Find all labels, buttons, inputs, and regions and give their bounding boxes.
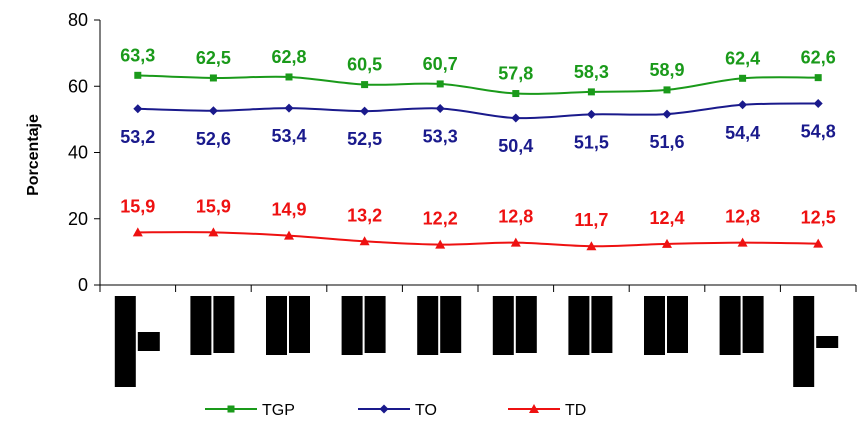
data-point-td	[813, 238, 824, 248]
data-label-td: 12,4	[649, 208, 684, 228]
y-tick-label: 20	[68, 209, 88, 229]
data-label-tgp: 62,6	[801, 48, 836, 68]
data-point-td	[510, 237, 521, 247]
data-point-tgp	[361, 81, 369, 89]
x-tick-label-block	[793, 296, 839, 387]
data-label-td: 14,9	[271, 200, 306, 220]
data-point-to	[586, 109, 596, 119]
data-point-to	[133, 104, 143, 114]
data-labels-layer: 63,3 62,5 62,8 60,5 60,7 57,8 58,3 58,9 62,4 62,6…	[120, 45, 835, 230]
data-label-to: 53,3	[423, 126, 458, 146]
y-tick-label: 80	[68, 10, 88, 30]
data-label-tgp: 63,3	[120, 45, 155, 65]
data-label-td: 12,8	[498, 207, 533, 227]
y-tick-label: 60	[68, 76, 88, 96]
legend-item-td: TD	[508, 402, 586, 419]
y-tick-label: 40	[68, 143, 88, 163]
legend-item-to: TO	[358, 402, 437, 419]
data-point-to	[662, 109, 672, 119]
data-point-td	[737, 237, 748, 247]
x-tick-label-block	[719, 296, 764, 355]
data-label-tgp: 62,5	[196, 48, 231, 68]
data-label-to: 53,2	[120, 127, 155, 147]
data-label-to: 50,4	[498, 136, 533, 156]
data-label-tgp: 62,8	[271, 47, 306, 67]
data-point-td	[435, 239, 446, 249]
data-label-tgp: 62,4	[725, 48, 760, 68]
legend-label: TGP	[262, 402, 295, 419]
legend-label: TO	[415, 402, 437, 419]
data-point-to	[813, 98, 823, 108]
data-point-td	[208, 227, 219, 237]
data-point-to	[738, 100, 748, 110]
data-point-td	[586, 241, 597, 251]
data-point-to	[435, 103, 445, 113]
data-point-tgp	[663, 86, 671, 94]
y-tick-label: 0	[78, 275, 88, 295]
data-point-tgp	[814, 74, 822, 82]
x-tick-label-block	[568, 296, 613, 355]
data-point-tgp	[134, 71, 142, 79]
data-label-to: 51,5	[574, 132, 609, 152]
legend: TGP TO TD	[205, 402, 586, 419]
x-tick-label-block	[114, 296, 160, 387]
data-point-tgp	[739, 74, 747, 82]
series-line-tgp	[137, 74, 819, 95]
data-point-tgp	[209, 74, 217, 82]
data-point-td	[359, 236, 370, 246]
data-point-to	[284, 103, 294, 113]
data-label-to: 54,8	[801, 121, 836, 141]
series-layer	[132, 71, 824, 251]
data-label-to: 52,5	[347, 129, 382, 149]
x-tick-label-block	[266, 296, 310, 355]
series-line-td	[137, 231, 819, 248]
data-point-tgp	[512, 90, 520, 98]
x-tick-label-blocks	[114, 296, 839, 387]
data-point-td	[132, 227, 143, 237]
data-point-to	[208, 106, 218, 116]
data-point-tgp	[436, 80, 444, 88]
legend-swatch-marker	[529, 404, 539, 413]
data-point-td	[662, 238, 672, 248]
x-tick-label-block	[417, 296, 462, 355]
data-label-tgp: 58,9	[649, 60, 684, 80]
data-label-tgp: 58,3	[574, 62, 609, 82]
data-label-to: 53,4	[271, 126, 306, 146]
y-axis-title: Porcentaje	[25, 114, 42, 196]
data-point-to	[511, 113, 521, 123]
data-label-to: 52,6	[196, 129, 231, 149]
data-label-td: 13,2	[347, 205, 382, 225]
data-label-tgp: 57,8	[498, 64, 533, 84]
data-point-td	[284, 230, 294, 240]
x-tick-label-block	[492, 296, 537, 355]
data-label-td: 12,8	[725, 207, 760, 227]
x-tick-label-block	[644, 296, 688, 355]
axes: 0 20 40 60 80	[68, 10, 857, 295]
data-point-to	[360, 106, 370, 116]
legend-swatch-marker	[227, 405, 235, 413]
data-label-td: 11,7	[574, 210, 608, 230]
y-axis-title-group: Porcentaje	[25, 114, 42, 196]
data-label-td: 12,5	[801, 208, 836, 228]
data-label-td: 15,9	[120, 196, 155, 216]
data-label-tgp: 60,5	[347, 55, 382, 75]
data-label-to: 51,6	[649, 132, 684, 152]
data-label-to: 54,4	[725, 123, 760, 143]
data-point-tgp	[285, 73, 293, 81]
data-label-tgp: 60,7	[423, 54, 458, 74]
legend-label: TD	[565, 402, 586, 419]
series-line-to	[137, 102, 819, 120]
x-tick-label-block	[341, 296, 386, 355]
legend-swatch-marker	[379, 404, 389, 414]
x-tick-label-block	[190, 296, 235, 355]
data-point-tgp	[587, 88, 595, 96]
data-label-td: 12,2	[423, 209, 458, 229]
legend-item-tgp: TGP	[205, 402, 295, 419]
data-label-td: 15,9	[196, 196, 231, 216]
